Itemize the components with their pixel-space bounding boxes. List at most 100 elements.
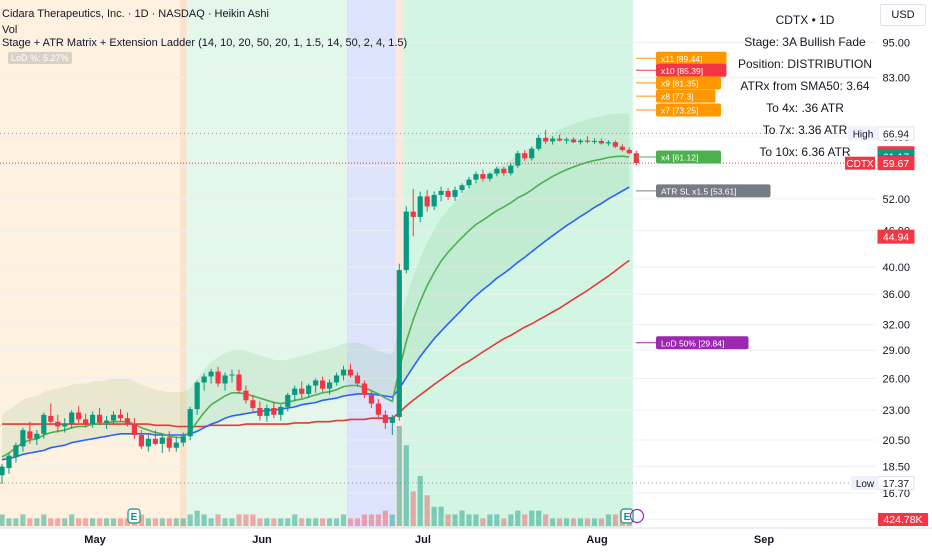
volume-bar	[27, 518, 33, 526]
candle	[96, 407, 103, 426]
candle	[6, 453, 12, 474]
ladder-tag-bg	[656, 103, 721, 117]
candle	[536, 134, 542, 151]
candle	[403, 206, 409, 274]
volume-bar	[271, 518, 277, 526]
ladder-tag-bg	[656, 89, 716, 103]
candle	[215, 366, 221, 387]
candle	[110, 411, 117, 425]
candle-body	[508, 165, 514, 174]
volume-bar	[243, 514, 249, 526]
candle	[375, 399, 381, 420]
candle	[13, 442, 19, 463]
currency-selector[interactable]: USD	[880, 4, 926, 26]
dividend-marker	[629, 508, 645, 524]
volume-bar	[403, 445, 409, 526]
candle-body	[152, 438, 158, 444]
earnings-marker-box	[620, 508, 634, 524]
earnings-marker-1: E	[620, 508, 634, 524]
y-tick-label: 16.70	[882, 488, 910, 500]
candle-body	[55, 421, 61, 427]
candle	[466, 176, 472, 189]
candle	[333, 372, 340, 386]
candle-body	[403, 211, 409, 271]
volume-bar	[215, 514, 221, 526]
candle	[201, 373, 207, 391]
volume-bar	[598, 518, 605, 526]
price-tag-text: 44.94	[883, 232, 909, 244]
candle-body	[117, 414, 124, 419]
candle-body	[62, 424, 68, 427]
candle-body	[619, 146, 625, 150]
candle	[424, 190, 430, 212]
volume-bar	[229, 518, 235, 526]
volume-bar	[145, 518, 151, 526]
candle-body	[326, 382, 333, 389]
candle-body	[577, 140, 584, 143]
volume-bar	[438, 506, 444, 526]
volume-bar	[389, 514, 395, 526]
volume-bar	[13, 518, 19, 526]
candle	[570, 137, 577, 144]
volume-bar	[48, 518, 54, 526]
candle	[194, 380, 200, 415]
volume-bar	[347, 518, 354, 526]
ladder-tag-text: x8 [77.3]	[661, 92, 694, 102]
candle-body	[215, 371, 221, 384]
candle-body	[90, 414, 96, 425]
candle-body	[529, 148, 535, 159]
candle-body	[570, 139, 577, 143]
price-axis-bg	[876, 0, 932, 550]
y-tick-label: 83.00	[882, 73, 910, 85]
extension-ladder: x11 [89.44] x10 [85.39] x9 [81.35] x8 [77.3…	[636, 51, 771, 350]
candle-body	[550, 138, 556, 142]
candle-body	[0, 466, 5, 476]
volume-bar	[326, 518, 333, 526]
candle	[285, 392, 291, 412]
candle-body	[173, 442, 179, 448]
candle-body	[201, 376, 207, 383]
candle-body	[522, 153, 528, 159]
volume-bar	[264, 518, 270, 526]
candle-body	[278, 406, 284, 415]
candle	[563, 137, 570, 144]
volume-bar	[187, 514, 193, 526]
candle	[180, 432, 186, 447]
candle-body	[452, 190, 458, 197]
candle	[257, 401, 263, 421]
y-tick-label: 29.00	[882, 345, 910, 357]
volume-bar	[83, 518, 89, 526]
candle-body	[487, 173, 493, 179]
candle	[41, 412, 47, 439]
candle-body	[417, 196, 423, 217]
volume-bar	[382, 510, 388, 526]
candle	[83, 413, 89, 428]
candle	[236, 369, 242, 394]
volume-bars	[0, 426, 632, 526]
candle	[103, 415, 110, 429]
candle	[313, 378, 319, 393]
time-axis-bg	[0, 528, 932, 550]
price-tag-text: 66.94	[883, 128, 909, 140]
price-tag-bg	[877, 229, 915, 244]
volume-bar	[557, 518, 563, 526]
ladder-tag-bg	[656, 184, 771, 198]
candle	[0, 463, 5, 485]
candle	[529, 146, 535, 161]
volume-bar	[110, 518, 117, 526]
candle-body	[236, 374, 242, 391]
candle	[299, 381, 305, 399]
candle-body	[313, 380, 319, 386]
candle-body	[110, 414, 117, 421]
candle-body	[584, 140, 591, 142]
volume-bar	[278, 518, 284, 526]
candle-body	[354, 375, 361, 384]
candle-body	[159, 437, 165, 444]
volume-value-tag: 424.78K	[878, 513, 928, 526]
candle	[452, 186, 458, 201]
volume-bar	[605, 514, 611, 526]
volume-bar	[285, 518, 291, 526]
x-tick-label: May	[84, 534, 106, 546]
volume-bar	[236, 514, 242, 526]
